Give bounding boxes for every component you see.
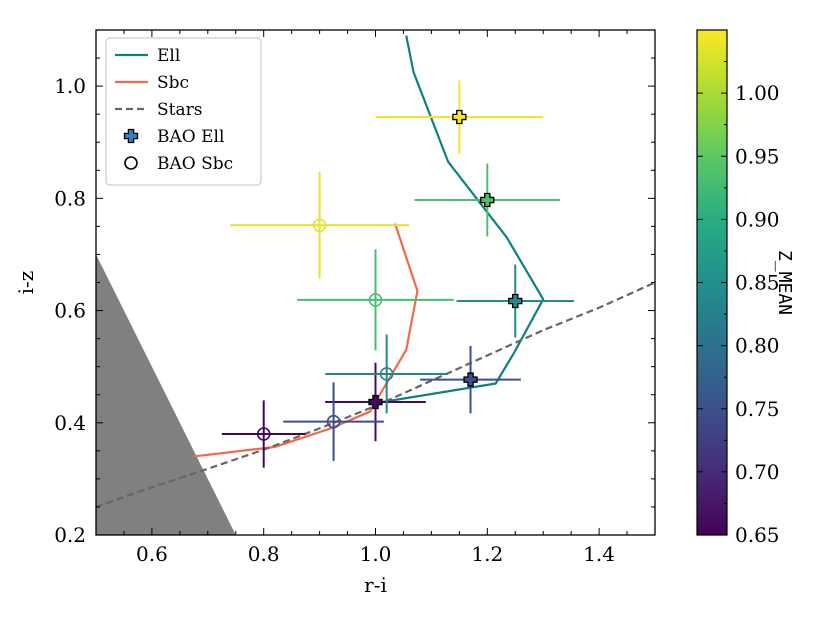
- y-tick-label: 0.4: [54, 411, 86, 435]
- x-tick-label: 0.8: [248, 542, 280, 566]
- legend-entry-ell: Ell: [115, 46, 180, 66]
- legend: Ell Sbc Stars BAO Ell BAO Sbc: [105, 37, 262, 186]
- plus-marker: [508, 293, 523, 309]
- colorbar-tick-label: 0.70: [735, 460, 780, 484]
- plot-area: [96, 35, 655, 535]
- y-tick-label: 0.2: [54, 523, 86, 547]
- circle-marker: [256, 427, 271, 441]
- y-axis-label: i-z: [14, 271, 38, 295]
- legend-entry-sbc: Sbc: [115, 73, 189, 93]
- colorbar-tick-label: 0.90: [735, 207, 780, 231]
- bao-sbc-point: [325, 334, 449, 414]
- bao-sbc-point: [283, 382, 384, 461]
- plot-clip-group: [96, 35, 655, 535]
- plus-marker: [452, 109, 467, 125]
- plus-marker: [480, 192, 495, 208]
- legend-label: BAO Ell: [157, 127, 224, 147]
- legend-entry-bao-sbc: BAO Sbc: [124, 154, 233, 174]
- colorbar-label: Z_MEAN: [774, 250, 795, 315]
- colorbar-tick-label: 0.75: [735, 397, 780, 421]
- excluded-region: [96, 254, 236, 535]
- legend-label: BAO Sbc: [157, 154, 233, 174]
- colorbar-tick-label: 1.00: [735, 81, 780, 105]
- bao-ell-point: [414, 163, 560, 237]
- legend-plus-marker: [123, 128, 139, 144]
- circle-marker: [326, 414, 341, 429]
- x-tick-label: 0.6: [136, 542, 168, 566]
- bao-ell-point: [420, 345, 521, 414]
- legend-label: Ell: [157, 46, 180, 66]
- bao-sbc-point: [221, 400, 306, 468]
- x-tick-label: 1.0: [360, 542, 392, 566]
- colorbar-tick-label: 0.65: [735, 523, 780, 547]
- colorbar: 0.65 0.70 0.75 0.80 0.85 0.90 0.95 1.00 Z_MEAN: [696, 29, 795, 547]
- plus-marker: [368, 394, 383, 410]
- x-tick-label: 1.4: [583, 542, 615, 566]
- legend-box: [105, 37, 262, 186]
- axes: 0.6 0.8 1.0 1.2 1.4 0.2 0.4 0.6 0.8 1.0 r-i i-z: [14, 29, 656, 597]
- plus-marker: [463, 372, 478, 387]
- legend-entry-stars: Stars: [115, 100, 202, 120]
- legend-label: Stars: [157, 100, 202, 120]
- bao-sbc-point: [230, 171, 410, 279]
- y-tick-label: 1.0: [54, 74, 86, 98]
- circle-marker: [368, 293, 383, 307]
- circle-marker: [312, 218, 327, 233]
- x-tick-label: 1.2: [471, 542, 503, 566]
- line-ell: [375, 35, 545, 405]
- bao-sbc-point: [297, 249, 454, 351]
- line-sbc: [193, 223, 419, 458]
- colorbar-tick-label: 0.80: [735, 334, 780, 358]
- y-tick-label: 0.8: [54, 186, 86, 210]
- bao-ell-point: [325, 362, 426, 442]
- y-tick-label: 0.6: [54, 299, 86, 323]
- legend-entry-bao-ell: BAO Ell: [123, 127, 224, 147]
- circle-marker: [379, 367, 394, 381]
- colorbar-tick-label: 0.95: [735, 144, 780, 168]
- legend-circle-marker: [124, 156, 138, 170]
- x-axis-label: r-i: [364, 573, 387, 597]
- colorbar-tick-label: 0.85: [735, 271, 780, 295]
- legend-label: Sbc: [157, 73, 189, 93]
- bao-ell-point: [456, 264, 574, 338]
- bao-ell-point: [375, 80, 544, 154]
